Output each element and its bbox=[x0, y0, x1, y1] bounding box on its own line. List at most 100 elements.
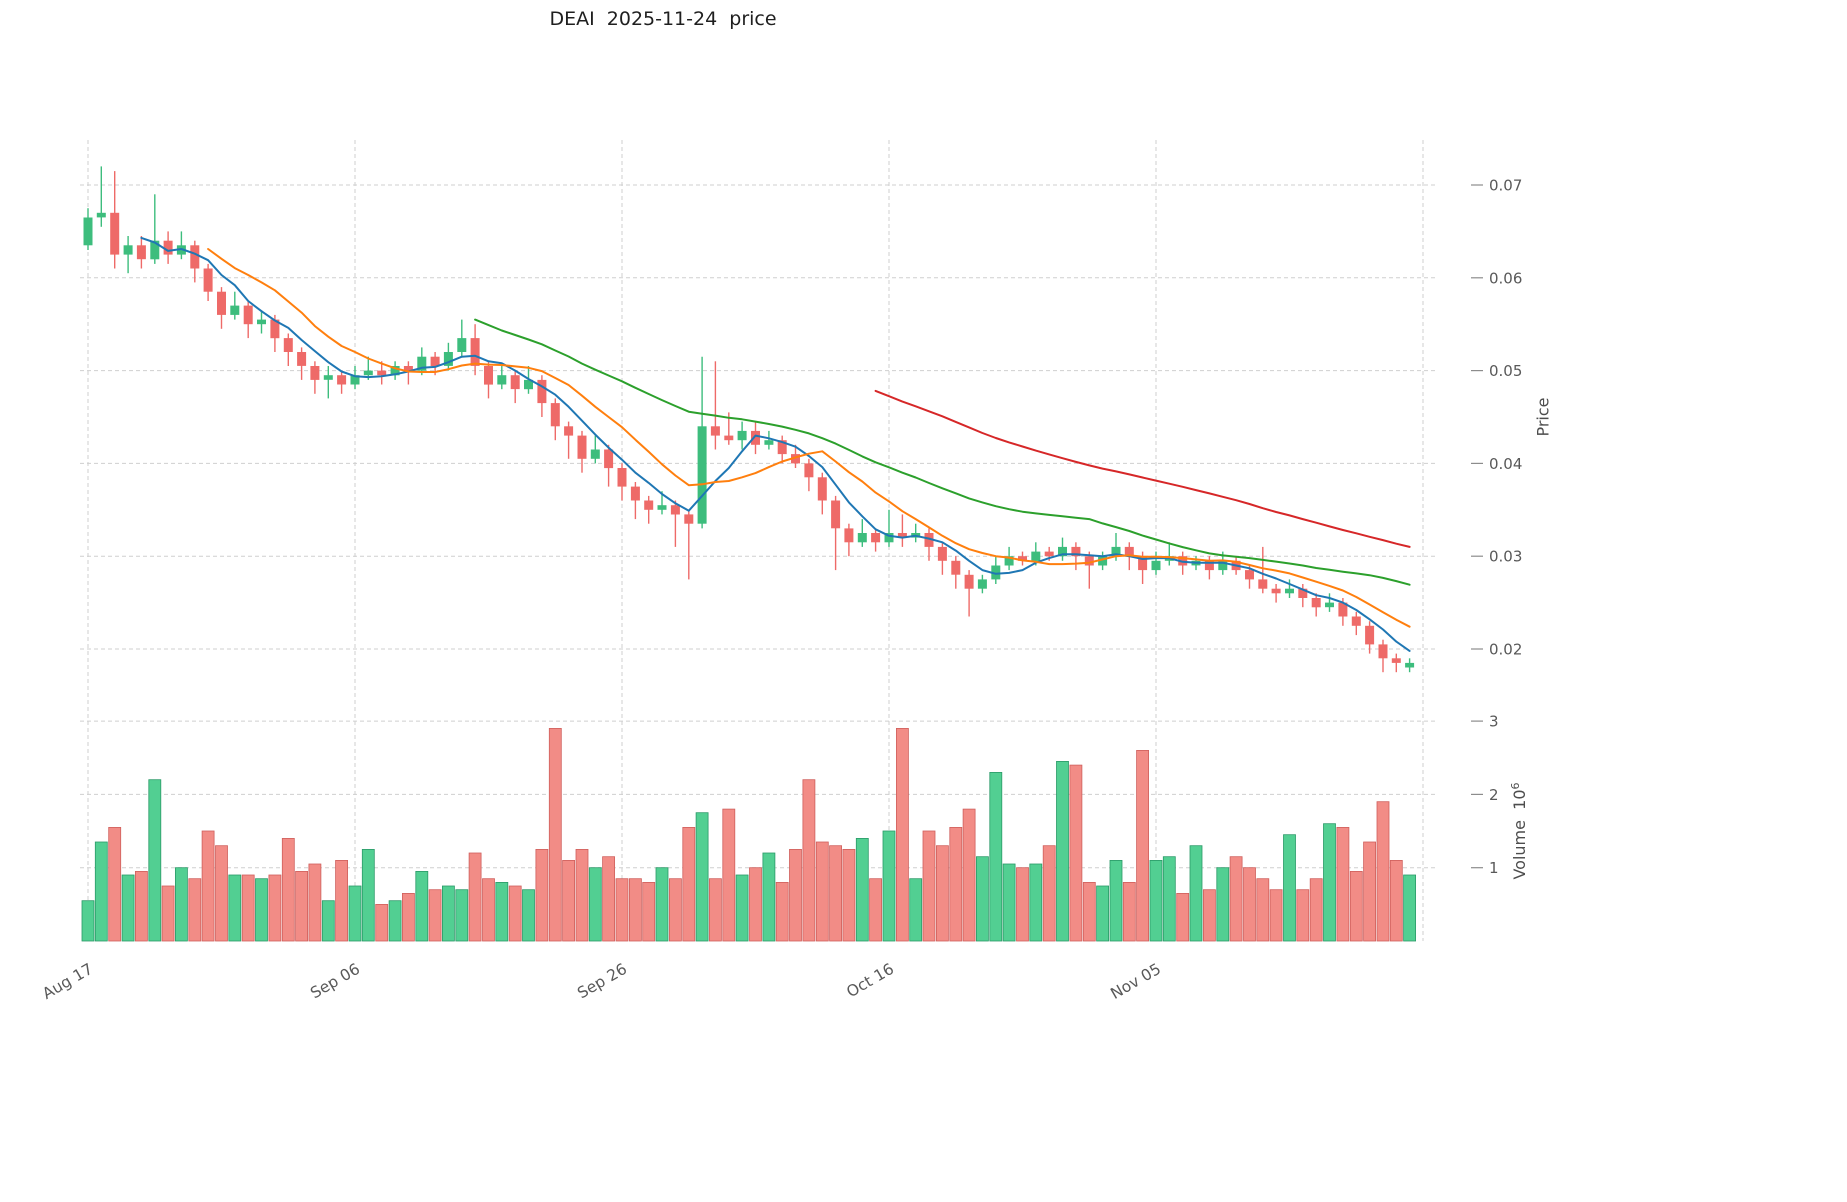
volume-bar bbox=[1136, 750, 1149, 942]
candle-body bbox=[457, 338, 467, 352]
candle-body bbox=[1151, 560, 1161, 571]
volume-bar bbox=[802, 779, 816, 942]
candle-body bbox=[1245, 570, 1254, 580]
volume-axis-exponent: 6 bbox=[1508, 782, 1522, 790]
candle-body bbox=[297, 352, 307, 366]
candle-body bbox=[1004, 556, 1014, 566]
volume-bar bbox=[401, 893, 415, 942]
volume-bar bbox=[1389, 860, 1403, 942]
price-tick-label: 0.02 bbox=[1489, 641, 1522, 659]
candle-body bbox=[270, 319, 280, 339]
candle-body bbox=[1391, 658, 1401, 663]
volume-bar bbox=[588, 867, 602, 942]
volume-bar bbox=[108, 827, 122, 942]
candle-body bbox=[604, 449, 614, 469]
candle-body bbox=[764, 440, 774, 445]
candle-body bbox=[630, 486, 640, 501]
volume-bar bbox=[735, 874, 749, 942]
volume-bar bbox=[1269, 889, 1283, 942]
volume-bar bbox=[896, 728, 909, 942]
candle-body bbox=[1405, 662, 1415, 668]
candle-body bbox=[1271, 588, 1281, 594]
volume-bar bbox=[415, 871, 429, 942]
volume-bar bbox=[535, 849, 549, 942]
candle-body bbox=[1351, 616, 1361, 626]
volume-bar bbox=[629, 878, 642, 942]
volume-bar bbox=[1016, 867, 1029, 942]
candle-body bbox=[1084, 556, 1094, 566]
candle-body bbox=[1285, 588, 1294, 594]
candle-body bbox=[644, 500, 654, 510]
volume-axis-label: Volume 106 bbox=[1509, 782, 1529, 879]
candle-body bbox=[831, 500, 841, 529]
volume-bar bbox=[1256, 878, 1270, 942]
date-tick-label: Sep 06 bbox=[307, 960, 363, 1003]
candle-body bbox=[550, 403, 560, 427]
ma-line-sma10 bbox=[207, 248, 1411, 628]
volume-bar bbox=[655, 867, 669, 942]
volume-bar bbox=[789, 849, 802, 942]
volume-bar bbox=[682, 827, 696, 942]
volume-bar bbox=[1243, 867, 1256, 942]
candle-body bbox=[363, 370, 373, 376]
candle-body bbox=[564, 426, 574, 436]
volume-bar bbox=[174, 867, 188, 942]
candle-body bbox=[897, 533, 907, 538]
candle-body bbox=[377, 370, 387, 376]
volume-bar bbox=[335, 860, 349, 942]
volume-bar bbox=[228, 874, 242, 942]
candle-body bbox=[1098, 556, 1108, 566]
volume-bar bbox=[949, 827, 963, 942]
volume-bar bbox=[615, 878, 629, 942]
candle-body bbox=[577, 435, 587, 459]
volume-bar bbox=[375, 904, 389, 942]
volume-bar bbox=[1056, 761, 1069, 942]
candle-body bbox=[964, 574, 974, 589]
date-tick-label: Sep 26 bbox=[574, 960, 630, 1003]
axis-layer: 0.02 0.03 0.04 0.05 0.06 0.07 1 2 3 Aug 17 Sep 06 S… bbox=[39, 177, 1522, 1003]
volume-bar bbox=[1376, 801, 1390, 942]
volume-bar bbox=[1323, 823, 1336, 942]
volume-bar bbox=[909, 878, 923, 942]
ma-line-sma30 bbox=[474, 318, 1411, 586]
candle-body bbox=[697, 426, 707, 524]
volume-bar bbox=[1109, 860, 1123, 942]
candle-body bbox=[777, 440, 787, 455]
volume-bar bbox=[642, 882, 656, 942]
candle-body bbox=[497, 375, 507, 385]
candle-body bbox=[350, 375, 360, 385]
volume-bar bbox=[976, 856, 989, 942]
candle-body bbox=[510, 375, 520, 390]
candle-body bbox=[977, 579, 987, 589]
volume-bar bbox=[562, 860, 575, 942]
volume-bar bbox=[1042, 845, 1056, 942]
candle-layer bbox=[83, 166, 1415, 673]
candle-body bbox=[243, 305, 253, 325]
candle-body bbox=[857, 533, 867, 543]
volume-bar bbox=[762, 852, 776, 942]
volume-bar bbox=[348, 885, 362, 942]
candle-body bbox=[96, 212, 106, 218]
volume-bar bbox=[361, 849, 375, 942]
volume-bar bbox=[1082, 882, 1096, 942]
candle-body bbox=[1365, 625, 1375, 645]
volume-bar bbox=[882, 830, 896, 942]
price-tick-label: 0.04 bbox=[1489, 455, 1522, 473]
volume-bar bbox=[215, 845, 228, 942]
volume-bar bbox=[936, 845, 949, 942]
candle-body bbox=[190, 245, 200, 269]
candle-body bbox=[1338, 602, 1348, 617]
volume-bar bbox=[81, 900, 95, 942]
volume-bar bbox=[1149, 860, 1163, 942]
volume-bar bbox=[669, 878, 682, 942]
candle-body bbox=[1258, 579, 1268, 589]
volume-bar bbox=[428, 889, 442, 942]
candle-body bbox=[163, 240, 173, 255]
volume-bar bbox=[1296, 889, 1310, 942]
candle-body bbox=[884, 533, 894, 543]
candle-body bbox=[1218, 560, 1228, 571]
volume-bar bbox=[188, 878, 202, 942]
volume-layer bbox=[81, 728, 1416, 942]
price-tick-label: 0.05 bbox=[1489, 362, 1522, 380]
